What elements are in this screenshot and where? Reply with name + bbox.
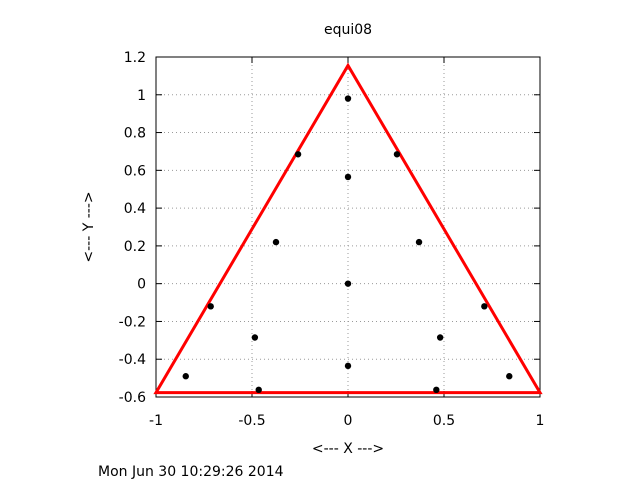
equilateral-triangle <box>153 62 543 395</box>
y-tick-label: 0.8 <box>124 126 146 142</box>
y-tick-label: 1 <box>137 88 146 104</box>
x-tick-label: 0 <box>344 413 353 429</box>
x-tick-label: -1 <box>149 413 163 429</box>
x-axis-label: <--- X ---> <box>312 441 384 457</box>
y-tick-label: -0.6 <box>119 390 146 406</box>
data-points <box>182 95 513 394</box>
data-point <box>344 95 352 102</box>
y-tick-label: 1.2 <box>124 50 146 66</box>
y-tick-label: -0.4 <box>119 352 146 368</box>
x-tick-label: 1 <box>536 413 545 429</box>
chart-title: equi08 <box>324 22 372 38</box>
y-tick-label: 0 <box>137 277 146 293</box>
y-tick-label: 0.4 <box>124 201 146 217</box>
y-tick-labels: -0.6 -0.4 -0.2 0 0.2 0.4 0.6 0.8 1 1.2 <box>119 50 146 406</box>
data-point <box>415 238 423 246</box>
y-tick-label: 0.6 <box>124 163 146 179</box>
data-point <box>436 334 444 341</box>
data-point <box>272 238 280 246</box>
data-point <box>251 334 259 341</box>
data-point <box>207 303 214 310</box>
grid <box>156 57 540 397</box>
data-point <box>433 386 440 394</box>
timestamp: Mon Jun 30 10:29:26 2014 <box>98 464 284 480</box>
x-tick-label: 0.5 <box>433 413 455 429</box>
x-tick-label: -0.5 <box>238 413 265 429</box>
data-point <box>344 362 352 370</box>
data-point <box>294 151 302 158</box>
x-tick-labels: -1 -0.5 0 0.5 1 <box>149 413 544 429</box>
data-point <box>344 173 352 181</box>
y-tick-label: -0.2 <box>119 314 146 330</box>
y-axis-label: <--- Y ---> <box>81 191 97 262</box>
y-tick-label: 0.2 <box>124 239 146 255</box>
data-point <box>481 303 488 310</box>
data-point <box>506 373 513 380</box>
data-point <box>344 280 352 287</box>
data-point <box>393 151 401 158</box>
data-point <box>182 373 189 380</box>
data-point <box>255 386 262 394</box>
